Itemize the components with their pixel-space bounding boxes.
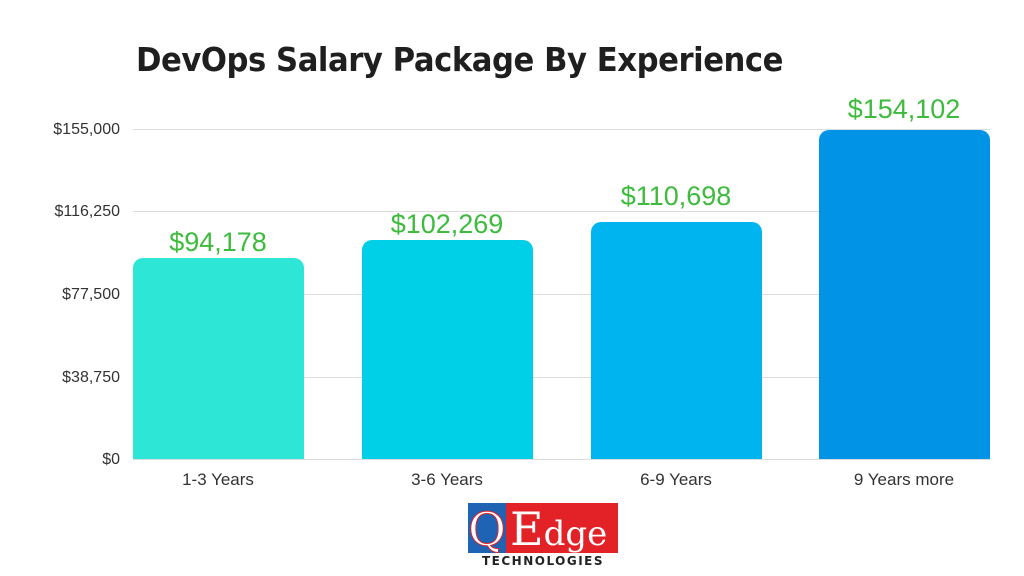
y-tick-label: $77,500 (62, 286, 120, 303)
bar-value-label: $154,102 (847, 94, 961, 124)
y-tick-label: $155,000 (53, 121, 120, 138)
logo-q-mark: Q (468, 503, 506, 553)
bar-9-years-more (819, 130, 990, 459)
bar-3-6-years (362, 240, 533, 459)
y-tick-label: $116,250 (54, 203, 120, 220)
x-tick-label: 3-6 Years (411, 470, 483, 489)
gridline (133, 294, 990, 295)
bar-value-label: $110,698 (620, 181, 732, 211)
x-tick-label: 1-3 Years (182, 470, 254, 489)
gridline (133, 129, 990, 130)
qedge-logo: Q Edge TECHNOLOGIES (468, 503, 618, 573)
bar-value-label: $102,269 (390, 209, 504, 239)
x-tick-label: 9 Years more (853, 470, 955, 489)
y-tick-label: $38,750 (62, 369, 120, 386)
gridline (133, 377, 990, 378)
y-tick-label: $0 (102, 451, 120, 468)
logo-subtitle: TECHNOLOGIES (481, 554, 605, 568)
logo-e: E (510, 502, 544, 556)
bar-value-label: $94,178 (169, 227, 267, 257)
bar-1-3-years (133, 258, 304, 459)
gridline (133, 211, 990, 212)
chart-title: DevOps Salary Package By Experience (136, 40, 784, 79)
logo-dge: dge (543, 514, 608, 554)
x-axis-baseline (133, 459, 990, 460)
bar-6-9-years (591, 222, 762, 459)
x-tick-label: 6-9 Years (640, 470, 712, 489)
logo-wordmark: Edge (506, 502, 618, 556)
